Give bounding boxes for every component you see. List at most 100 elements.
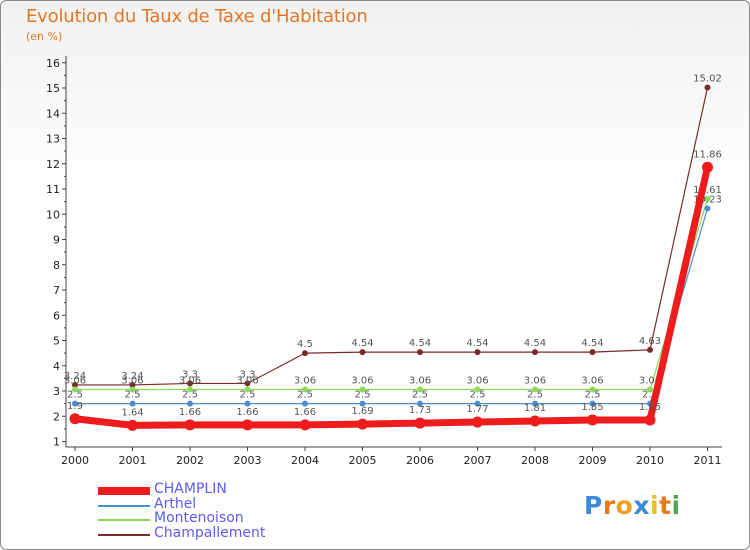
legend-swatch: [98, 504, 150, 507]
data-point-champlin: [299, 419, 311, 431]
data-label-champallement: 3.3: [240, 369, 256, 380]
data-point-champlin: [127, 419, 138, 431]
data-label-arthel: 2.5: [355, 390, 371, 401]
x-tick-label: 2008: [521, 454, 549, 467]
y-tick-label: 3: [53, 385, 60, 398]
data-point-montenoison: [72, 386, 78, 393]
x-tick-label: 2003: [234, 454, 262, 467]
series-line-champallement: [75, 87, 709, 386]
logo-letter: t: [659, 491, 672, 520]
series-line-champlin: [74, 166, 711, 429]
data-label-arthel: 2.5: [412, 390, 428, 401]
legend-label: Arthel: [154, 495, 197, 512]
y-tick-label: 9: [53, 234, 60, 247]
data-label-champlin: 1.9: [67, 401, 83, 412]
data-label-champallement: 3.3: [182, 369, 198, 380]
data-label-champlin: 1.69: [351, 406, 373, 417]
y-tick-label: 12: [46, 158, 60, 171]
data-point-montenoison: [647, 386, 653, 393]
data-label-montenoison: 3.06: [351, 375, 373, 386]
logo-letter: r: [602, 491, 616, 520]
y-tick-label: 10: [46, 208, 60, 221]
data-point-montenoison: [474, 386, 481, 393]
y-unit-label: (en %): [26, 30, 63, 43]
data-label-champlin: 1.66: [236, 407, 258, 418]
series-line-arthel: [75, 208, 709, 405]
data-label-montenoison: 3.06: [524, 375, 546, 386]
data-label-champlin: 1.73: [409, 405, 431, 416]
data-label-champallement: 15.02: [693, 73, 722, 84]
data-label-montenoison: 3.06: [409, 375, 431, 386]
data-label-montenoison: 3.06: [236, 375, 258, 386]
proxiti-logo: Proxiti: [584, 491, 681, 520]
data-label-champlin: 1.85: [639, 402, 661, 413]
data-label-montenoison: 10.61: [693, 185, 722, 196]
x-tick-label: 2004: [291, 454, 319, 467]
data-point-montenoison: [244, 386, 251, 393]
data-point-montenoison: [359, 386, 366, 393]
data-point-champallement: [72, 381, 78, 388]
x-tick-label: 2002: [176, 454, 204, 467]
x-tick-label: 2005: [349, 454, 377, 467]
data-label-arthel: 2.5: [297, 390, 313, 401]
data-label-champallement: 4.54: [466, 338, 488, 349]
data-point-montenoison: [302, 386, 308, 393]
data-point-champallement: [359, 349, 366, 356]
y-tick-label: 15: [46, 82, 60, 95]
y-tick-label: 16: [46, 57, 60, 70]
y-tick-label: 11: [46, 183, 60, 196]
data-label-arthel: 2.5: [182, 390, 198, 401]
data-label-montenoison: 3.06: [179, 375, 201, 386]
data-point-arthel: [589, 400, 596, 407]
data-label-champlin: 1.66: [179, 407, 201, 418]
x-tick-label: 2000: [61, 454, 89, 467]
data-label-champlin: 1.66: [294, 407, 316, 418]
data-label-champlin: 1.85: [581, 402, 603, 413]
legend-swatch: [98, 487, 150, 495]
data-point-montenoison: [417, 386, 423, 393]
legend-label: Montenoison: [154, 510, 244, 526]
data-point-arthel: [532, 400, 538, 407]
data-label-champlin: 1.77: [466, 404, 488, 415]
data-point-arthel: [244, 400, 251, 407]
data-label-champallement: 3.24: [121, 371, 143, 382]
data-label-montenoison: 3.06: [639, 375, 661, 386]
legend-swatch: [98, 519, 150, 521]
data-label-arthel: 2.5: [470, 390, 486, 401]
data-point-champlin: [242, 419, 253, 431]
data-label-montenoison: 3.06: [581, 375, 603, 386]
x-tick-label: 2001: [119, 454, 147, 467]
data-label-champlin: 11.86: [693, 149, 722, 160]
data-point-champlin: [69, 413, 81, 425]
data-point-arthel: [72, 400, 78, 407]
x-tick-label: 2011: [694, 454, 722, 467]
data-point-montenoison: [129, 386, 136, 393]
data-point-champallement: [704, 84, 711, 91]
y-tick-label: 7: [53, 284, 60, 297]
series-line-montenoison: [75, 198, 709, 391]
data-point-arthel: [359, 400, 366, 407]
data-label-arthel: 2.5: [67, 390, 83, 401]
data-label-champallement: 4.54: [524, 338, 546, 349]
data-point-champlin: [357, 418, 368, 430]
data-label-arthel: 10.23: [693, 194, 722, 205]
data-label-champallement: 4.63: [639, 336, 661, 347]
data-point-champallement: [474, 349, 481, 356]
data-label-arthel: 2.5: [527, 390, 543, 401]
y-tick-label: 1: [53, 436, 60, 449]
data-label-montenoison: 3.06: [121, 375, 143, 386]
data-label-montenoison: 3.06: [466, 375, 488, 386]
data-point-champallement: [532, 349, 538, 356]
data-point-arthel: [302, 400, 308, 407]
data-label-arthel: 2.5: [125, 390, 141, 401]
data-label-champallement: 4.5: [297, 339, 313, 350]
legend-swatch: [98, 533, 150, 536]
data-point-champallement: [647, 346, 653, 353]
data-label-montenoison: 3.06: [64, 375, 86, 386]
logo-letter: i: [650, 491, 660, 520]
logo-letter: x: [633, 491, 650, 520]
data-point-champlin: [587, 414, 598, 426]
y-tick-label: 14: [46, 107, 60, 120]
data-label-champlin: 1.64: [121, 407, 143, 418]
data-label-champallement: 3.24: [64, 371, 86, 382]
